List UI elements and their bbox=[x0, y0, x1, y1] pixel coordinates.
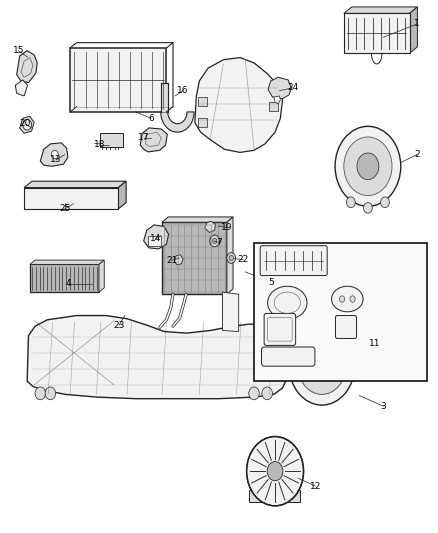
Circle shape bbox=[45, 387, 56, 400]
Polygon shape bbox=[223, 292, 239, 332]
Polygon shape bbox=[227, 217, 233, 294]
Circle shape bbox=[346, 197, 355, 208]
Polygon shape bbox=[274, 96, 280, 104]
Polygon shape bbox=[144, 225, 169, 249]
Circle shape bbox=[210, 235, 219, 247]
Circle shape bbox=[35, 387, 46, 400]
Bar bbox=[254, 243, 427, 381]
Circle shape bbox=[310, 350, 334, 380]
Circle shape bbox=[229, 255, 233, 261]
FancyBboxPatch shape bbox=[198, 97, 207, 106]
Circle shape bbox=[23, 119, 32, 130]
Text: 11: 11 bbox=[369, 340, 380, 348]
Text: 1: 1 bbox=[414, 20, 420, 28]
FancyBboxPatch shape bbox=[70, 48, 166, 112]
Polygon shape bbox=[20, 116, 34, 133]
Text: 20: 20 bbox=[19, 119, 31, 128]
Circle shape bbox=[339, 296, 345, 302]
Circle shape bbox=[267, 462, 283, 481]
Circle shape bbox=[364, 203, 372, 213]
Circle shape bbox=[249, 387, 259, 400]
FancyBboxPatch shape bbox=[269, 102, 278, 111]
Polygon shape bbox=[27, 316, 288, 399]
Circle shape bbox=[350, 296, 355, 302]
Polygon shape bbox=[118, 181, 126, 209]
Text: 25: 25 bbox=[59, 205, 71, 213]
Polygon shape bbox=[17, 51, 37, 83]
Text: 22: 22 bbox=[237, 255, 249, 264]
Polygon shape bbox=[15, 80, 28, 96]
Circle shape bbox=[344, 137, 392, 196]
Ellipse shape bbox=[332, 286, 363, 312]
Circle shape bbox=[298, 336, 346, 394]
Circle shape bbox=[357, 153, 379, 180]
Polygon shape bbox=[24, 181, 126, 188]
FancyBboxPatch shape bbox=[261, 347, 315, 366]
Circle shape bbox=[381, 197, 389, 208]
Text: 12: 12 bbox=[310, 482, 321, 490]
FancyBboxPatch shape bbox=[100, 133, 123, 147]
Bar bbox=[24, 188, 118, 209]
Polygon shape bbox=[40, 143, 68, 166]
Text: 19: 19 bbox=[221, 223, 233, 232]
Text: 18: 18 bbox=[94, 141, 106, 149]
FancyBboxPatch shape bbox=[260, 246, 327, 276]
Polygon shape bbox=[205, 221, 215, 232]
Polygon shape bbox=[195, 58, 283, 152]
Bar bbox=[344, 13, 410, 53]
Circle shape bbox=[212, 238, 217, 244]
Polygon shape bbox=[99, 260, 104, 292]
Text: 13: 13 bbox=[50, 156, 62, 164]
Ellipse shape bbox=[268, 286, 307, 319]
FancyBboxPatch shape bbox=[264, 313, 296, 345]
Circle shape bbox=[289, 325, 355, 405]
Text: 14: 14 bbox=[150, 235, 161, 243]
Polygon shape bbox=[410, 7, 417, 53]
Circle shape bbox=[262, 387, 272, 400]
Text: 7: 7 bbox=[216, 238, 222, 247]
Bar bbox=[30, 264, 99, 292]
Polygon shape bbox=[174, 255, 183, 265]
Text: 5: 5 bbox=[268, 278, 275, 287]
Circle shape bbox=[227, 253, 236, 263]
Text: 3: 3 bbox=[380, 402, 386, 410]
Text: 23: 23 bbox=[113, 321, 125, 329]
Polygon shape bbox=[30, 260, 104, 264]
FancyBboxPatch shape bbox=[198, 118, 207, 127]
Text: 24: 24 bbox=[287, 84, 298, 92]
FancyBboxPatch shape bbox=[336, 316, 357, 338]
Circle shape bbox=[247, 437, 304, 506]
Circle shape bbox=[51, 150, 58, 159]
Bar bbox=[162, 222, 227, 294]
Text: 16: 16 bbox=[177, 86, 189, 95]
Bar bbox=[249, 490, 300, 502]
Circle shape bbox=[335, 126, 401, 206]
FancyBboxPatch shape bbox=[148, 236, 161, 246]
Polygon shape bbox=[268, 77, 291, 99]
Text: 21: 21 bbox=[166, 256, 177, 264]
Polygon shape bbox=[140, 128, 167, 152]
Polygon shape bbox=[161, 112, 194, 132]
Text: 15: 15 bbox=[13, 46, 24, 55]
Text: 6: 6 bbox=[148, 114, 154, 123]
Polygon shape bbox=[162, 217, 233, 222]
Text: 2: 2 bbox=[414, 150, 420, 159]
Polygon shape bbox=[344, 7, 417, 13]
Text: 4: 4 bbox=[65, 279, 71, 288]
Polygon shape bbox=[161, 83, 168, 112]
Polygon shape bbox=[258, 322, 298, 338]
Text: 17: 17 bbox=[138, 133, 149, 142]
